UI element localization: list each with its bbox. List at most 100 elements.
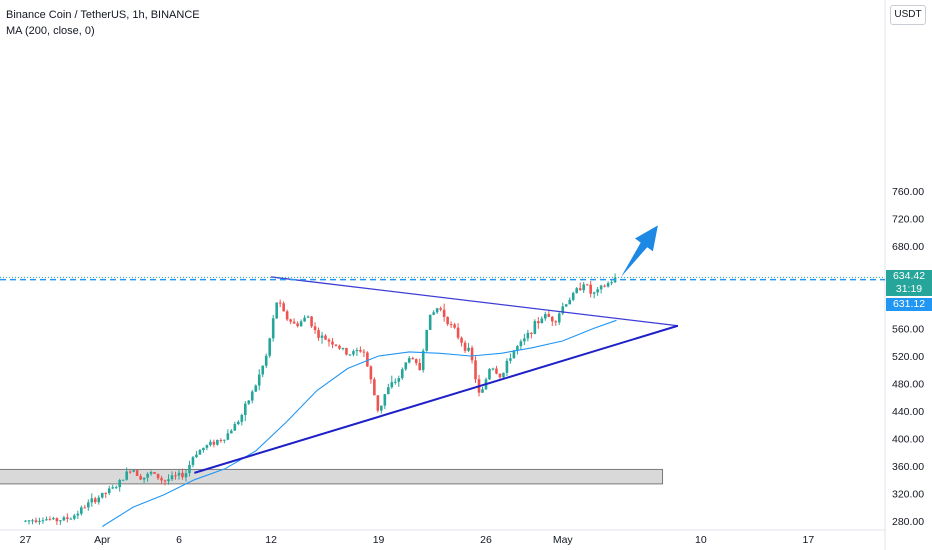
candle-body bbox=[373, 379, 376, 396]
candle-body bbox=[299, 321, 303, 327]
candle-body bbox=[537, 321, 540, 324]
candle-body bbox=[261, 365, 265, 375]
candle-body bbox=[428, 314, 432, 330]
candle-body bbox=[114, 487, 118, 489]
candle-body bbox=[491, 368, 495, 370]
x-tick-label: 26 bbox=[480, 534, 492, 546]
x-tick-label: 19 bbox=[373, 534, 385, 546]
candle-body bbox=[324, 335, 327, 340]
candle-body bbox=[135, 470, 139, 477]
candle-body bbox=[352, 351, 355, 355]
candle-body bbox=[202, 447, 205, 451]
candle-body bbox=[369, 366, 373, 380]
candle-body bbox=[460, 337, 463, 343]
candle-body bbox=[104, 492, 108, 494]
candle-body bbox=[575, 288, 579, 293]
lower-trendline[interactable] bbox=[194, 324, 679, 474]
candle-body bbox=[100, 492, 104, 498]
candle-body bbox=[421, 350, 425, 371]
candle-body bbox=[282, 303, 285, 312]
candle-body bbox=[250, 391, 254, 401]
candle-body bbox=[292, 321, 296, 324]
candle-body bbox=[355, 349, 359, 352]
candle-body bbox=[226, 433, 230, 440]
candle-body bbox=[219, 439, 223, 441]
candle-body bbox=[59, 520, 62, 522]
candle-body bbox=[303, 317, 306, 322]
x-tick-label: May bbox=[553, 534, 574, 546]
candle-body bbox=[432, 312, 435, 315]
current-price-value: 634.42 bbox=[892, 270, 926, 283]
candle-body bbox=[125, 471, 128, 480]
candle-body bbox=[66, 517, 69, 519]
candle-body bbox=[205, 445, 209, 448]
y-tick-label: 360.00 bbox=[892, 461, 924, 473]
candle-body bbox=[585, 284, 589, 286]
candle-body bbox=[533, 321, 537, 334]
candle-body bbox=[456, 327, 460, 338]
candle-body bbox=[540, 318, 544, 324]
candle-body bbox=[606, 283, 610, 287]
breakout-arrow[interactable] bbox=[621, 225, 658, 277]
candle-body bbox=[38, 520, 41, 523]
candle-body bbox=[516, 346, 519, 351]
x-tick-label: 6 bbox=[176, 534, 182, 546]
candle-body bbox=[27, 520, 31, 522]
candle-body bbox=[160, 478, 163, 481]
candle-body bbox=[257, 374, 261, 386]
candle-body bbox=[564, 304, 568, 307]
candle-body bbox=[156, 473, 160, 479]
candle-body bbox=[400, 369, 404, 379]
candle-body bbox=[359, 349, 362, 352]
candle-body bbox=[118, 480, 121, 488]
upper-trendline[interactable] bbox=[271, 276, 678, 327]
candle-body bbox=[306, 316, 310, 318]
candle-body bbox=[345, 348, 348, 355]
candle-body bbox=[442, 309, 446, 317]
candle-body bbox=[341, 348, 345, 350]
y-tick-label: 520.00 bbox=[892, 351, 924, 363]
y-tick-label: 440.00 bbox=[892, 406, 924, 418]
candle-body bbox=[495, 368, 498, 374]
candle-body bbox=[603, 285, 606, 287]
candle-body bbox=[544, 314, 547, 319]
candle-body bbox=[62, 517, 66, 521]
support-zone[interactable] bbox=[0, 468, 664, 485]
candle-body bbox=[467, 347, 470, 351]
candle-body bbox=[334, 344, 338, 346]
candle-body bbox=[107, 488, 111, 494]
candle-body bbox=[610, 282, 613, 284]
candle-body bbox=[348, 354, 352, 356]
candle-body bbox=[254, 385, 258, 392]
candle-body bbox=[568, 299, 572, 305]
candle-body bbox=[128, 471, 132, 473]
candle-body bbox=[366, 352, 369, 367]
price-axis-unit[interactable]: USDT bbox=[890, 5, 926, 25]
candle-body bbox=[212, 441, 216, 445]
candle-body bbox=[383, 394, 387, 406]
moving-average-layer bbox=[102, 319, 617, 527]
candle-body bbox=[55, 518, 59, 522]
candle-body bbox=[463, 342, 467, 351]
candle-body bbox=[393, 381, 397, 383]
chart-background bbox=[0, 0, 885, 530]
candle-body bbox=[331, 341, 334, 345]
candle-body bbox=[380, 405, 383, 411]
candle-body bbox=[449, 324, 453, 326]
candle-countdown: 31:19 bbox=[895, 283, 923, 296]
candle-body bbox=[550, 316, 554, 322]
x-tick-label: 27 bbox=[20, 534, 32, 546]
candle-body bbox=[362, 351, 366, 353]
candle-body bbox=[174, 475, 177, 477]
candle-body bbox=[73, 515, 76, 519]
candle-body bbox=[233, 424, 237, 431]
candle-body bbox=[439, 308, 442, 310]
moving-average-line[interactable] bbox=[102, 319, 617, 527]
candle-body bbox=[170, 475, 174, 480]
candle-body bbox=[512, 350, 516, 359]
candle-body bbox=[320, 335, 324, 338]
x-tick-label: 10 bbox=[695, 534, 707, 546]
y-tick-label: 680.00 bbox=[892, 241, 924, 253]
candle-body bbox=[596, 289, 599, 293]
